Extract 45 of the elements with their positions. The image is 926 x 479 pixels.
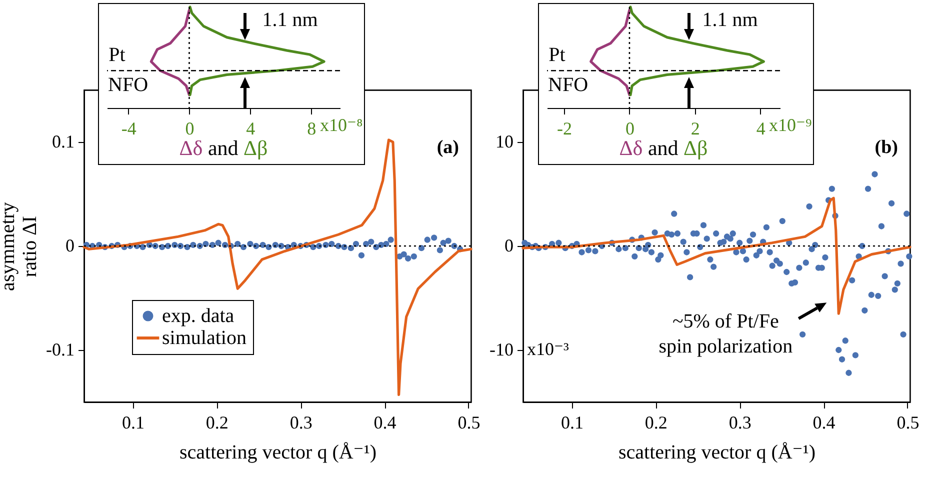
y-tick-label: 0 xyxy=(66,236,74,256)
annotation: x10⁻³ xyxy=(527,339,570,359)
x-tick-label: 0.1 xyxy=(560,412,584,432)
annotation: NFO xyxy=(548,74,588,96)
x-tick-label: 0.5 xyxy=(896,412,920,432)
x-tick-label: 0.4 xyxy=(812,412,836,432)
legend-label: exp. data xyxy=(162,305,234,327)
x-tick-label: 2 xyxy=(690,118,700,138)
x-tick-label: 8 xyxy=(307,118,316,138)
annotation: Pt xyxy=(108,44,126,66)
x-axis-title: scattering vector q (Å⁻¹) xyxy=(618,442,816,464)
x-tick-label: 4 xyxy=(756,118,766,138)
x-tick-label: 0.5 xyxy=(458,412,480,432)
y-axis-title: asymmetry ratio ΔI xyxy=(0,202,42,291)
x-tick-label: 0 xyxy=(625,118,634,138)
x-tick-label: 0.2 xyxy=(644,412,668,432)
annotation: NFO xyxy=(108,74,148,96)
y-tick-label: 0 xyxy=(504,236,514,256)
annotation: 1.1 nm xyxy=(262,9,318,31)
line-series xyxy=(522,196,912,315)
x-tick-label: 0.3 xyxy=(290,412,312,432)
annotation: (a) xyxy=(436,137,459,158)
x-tick-label: -4 xyxy=(121,118,136,138)
annotation: Pt xyxy=(548,44,566,66)
annotation: ~5% of Pt/Fe spin polarization xyxy=(658,310,793,358)
y-tick-label: 0.1 xyxy=(52,132,74,152)
x-tick-label: 0.2 xyxy=(206,412,228,432)
y-tick-label: -10 xyxy=(490,340,514,360)
annotation: x10⁻⁸ xyxy=(320,115,363,135)
legend-label: simulation xyxy=(162,327,246,349)
x-tick-label: 0.4 xyxy=(374,412,396,432)
line-series xyxy=(82,138,472,396)
x-tick-label: 4 xyxy=(246,118,256,138)
annotation: (b) xyxy=(874,137,898,158)
x-tick-label: 0 xyxy=(185,118,194,138)
annotation: x10⁻⁹ xyxy=(769,115,812,135)
x-axis-title: scattering vector q (Å⁻¹) xyxy=(179,442,377,464)
y-tick-label: -0.1 xyxy=(46,340,74,360)
x-tick-label: 0.1 xyxy=(122,412,144,432)
x-axis-title: Δδ and Δβ xyxy=(619,136,708,160)
x-tick-label: -2 xyxy=(557,118,572,138)
x-axis-title: Δδ and Δβ xyxy=(179,136,268,160)
annotation: 1.1 nm xyxy=(702,9,758,31)
y-tick-label: 10 xyxy=(496,132,514,152)
x-tick-label: 0.3 xyxy=(728,412,752,432)
